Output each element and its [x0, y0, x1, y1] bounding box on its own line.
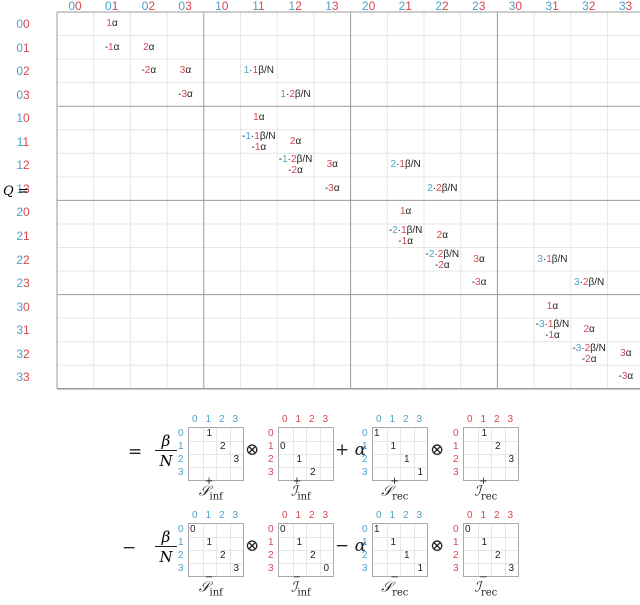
matrix-entry: -2·2β/N -2α [425, 248, 460, 271]
matrix-entry: 1α [253, 112, 265, 124]
matrix-entry: 3α [620, 347, 632, 359]
column-label: 00 [68, 0, 82, 13]
kronecker-product-icon: ⊗ [245, 536, 260, 556]
matrix-entry: -3α [618, 371, 634, 383]
matrix-entry: -3·2β/N -2α [572, 342, 606, 365]
matrix-entry: 3α [326, 159, 338, 171]
matrix-entry: 1α [546, 300, 559, 312]
matrix-entry: 3α [179, 65, 192, 77]
column-label: 02 [141, 0, 156, 13]
column-label: 20 [361, 0, 376, 13]
column-label: 12 [288, 0, 302, 13]
row-label: 12 [16, 158, 30, 173]
column-label: 10 [215, 0, 229, 13]
matrix-entry: -3·1β/N -1α [535, 319, 570, 342]
row-label: 20 [16, 205, 30, 220]
column-label: 13 [325, 0, 339, 13]
matrix-entry: -3α [324, 182, 340, 194]
matrix-entry: -1·2β/N -2α [278, 154, 313, 177]
operator: − [122, 538, 137, 558]
matrix-entry: 2α [143, 41, 155, 53]
matrix-entry: -3α [178, 88, 193, 100]
operator: = [128, 442, 143, 462]
row-label: 01 [16, 40, 30, 55]
column-label: 32 [582, 0, 596, 13]
matrix-entry: 2·1β/N [390, 159, 421, 171]
alpha-term: + α [335, 440, 367, 460]
column-label: 33 [618, 0, 633, 13]
matrix-entry: -1·1β/N -1α [242, 130, 276, 153]
row-label: 11 [16, 134, 30, 149]
q-matrix-diagram: 00 01 02 03 10 11 12 13 20 21 22 23 30 31 32 33 00 01 02 0… [3, 0, 640, 390]
matrix-entry: 2α [583, 324, 595, 336]
matrix-entry: -2·1β/N -1α [388, 224, 423, 247]
row-label: 21 [16, 228, 30, 243]
matrix-entry: 1·1β/N [243, 65, 274, 77]
row-label: 31 [16, 323, 30, 338]
matrix-entry: 2·2β/N [427, 182, 458, 194]
row-label: 13 [16, 181, 30, 196]
matrix-entry: -2α [141, 65, 157, 77]
matrix-entry: -1α [104, 41, 120, 53]
column-label: 31 [545, 0, 559, 13]
matrix-entry: 1α [106, 18, 118, 29]
kronecker-product-icon: ⊗ [430, 536, 445, 556]
column-label: 22 [435, 0, 449, 13]
row-label: 03 [16, 87, 30, 102]
column-label: 21 [398, 0, 412, 13]
column-label: 01 [105, 0, 119, 13]
matrix-entry: -3α [471, 277, 487, 289]
column-label: 03 [178, 0, 192, 13]
column-label: 23 [472, 0, 486, 13]
matrix-entry: 3α [473, 253, 485, 265]
kronecker-product-icon: ⊗ [245, 440, 260, 460]
matrix-entry: 3·1β/N [537, 253, 568, 265]
row-label: 23 [16, 276, 30, 291]
row-label: 32 [16, 346, 30, 361]
row-label: 00 [16, 17, 30, 31]
column-label: 30 [508, 0, 523, 13]
q-label: Q = [3, 184, 29, 199]
alpha-term: − α [335, 536, 367, 556]
matrix-entry: 2α [436, 229, 449, 241]
row-label: 33 [16, 370, 30, 385]
row-label: 02 [16, 64, 30, 79]
column-label: 11 [252, 0, 265, 13]
matrix-entry: 3·2β/N [574, 277, 605, 289]
row-label: 30 [16, 299, 30, 314]
matrix-entry: 1·2β/N [280, 88, 311, 100]
matrix-entry: 1α [399, 206, 412, 218]
row-label: 22 [16, 252, 30, 267]
matrix-entry: 2α [289, 135, 302, 147]
row-label: 10 [16, 111, 30, 126]
kronecker-product-icon: ⊗ [430, 440, 445, 460]
q-matrix-grid [56, 11, 640, 390]
